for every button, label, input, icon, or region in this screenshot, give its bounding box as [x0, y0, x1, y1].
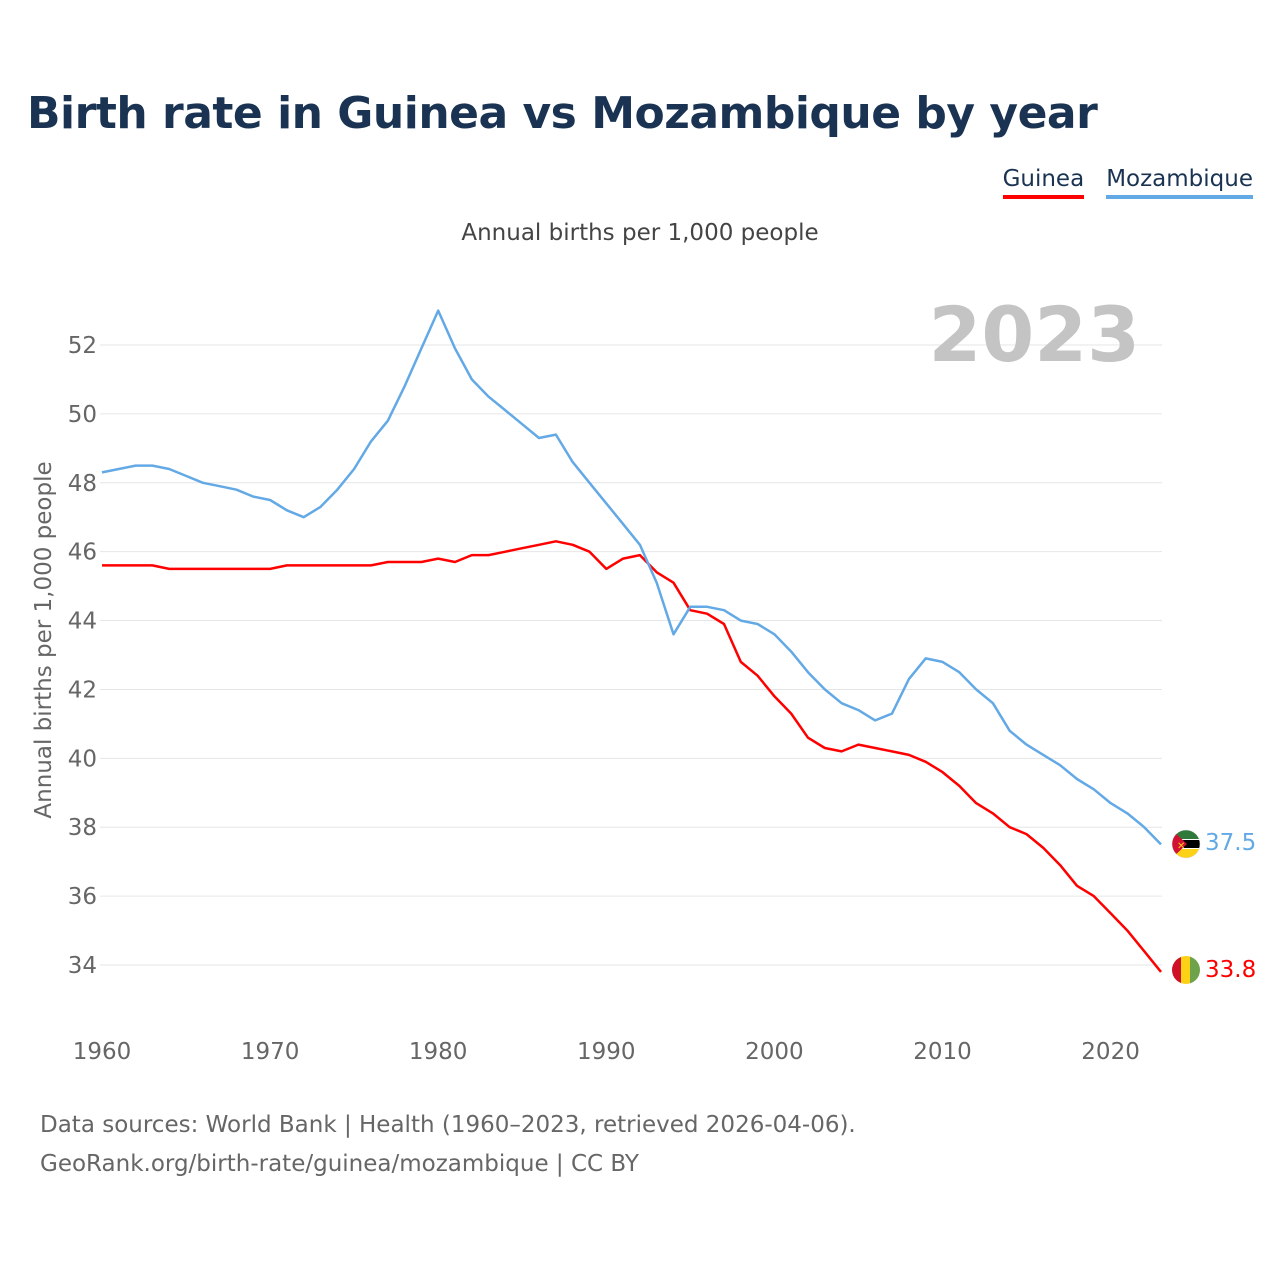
y-tick-label: 46	[68, 540, 97, 566]
y-tick-label: 38	[68, 815, 97, 841]
x-tick-label: 1990	[577, 1039, 636, 1065]
y-tick-label: 36	[68, 884, 97, 910]
mozambique-flag-icon: ✕	[1171, 829, 1201, 859]
year-stamp: 2023	[928, 290, 1140, 379]
y-tick-label: 42	[68, 677, 97, 703]
chart-subtitle: Annual births per 1,000 people	[461, 220, 818, 246]
y-tick-label: 34	[68, 953, 97, 979]
chart-title: Birth rate in Guinea vs Mozambique by ye…	[27, 88, 1098, 139]
x-tick-label: 1970	[241, 1039, 300, 1065]
series-line-mozambique	[101, 309, 1162, 846]
x-tick-label: 1960	[73, 1039, 132, 1065]
y-tick-label: 40	[68, 746, 97, 772]
end-label-mozambique: 37.5	[1205, 830, 1256, 856]
y-axis-label: Annual births per 1,000 people	[31, 461, 57, 818]
legend-item-mozambique[interactable]: Mozambique	[1106, 165, 1253, 199]
gridlines	[100, 344, 1162, 966]
y-tick-label: 48	[68, 471, 97, 497]
y-tick-label: 50	[68, 402, 97, 428]
end-label-guinea: 33.8	[1205, 957, 1256, 983]
legend-item-guinea[interactable]: Guinea	[1002, 165, 1085, 199]
x-axis-ticks: 1960 1970 1980 1990 2000 2010 2020	[73, 1039, 1140, 1065]
y-tick-label: 44	[68, 609, 97, 635]
footer-source: Data sources: World Bank | Health (1960–…	[40, 1112, 856, 1138]
footer: Data sources: World Bank | Health (1960–…	[40, 1106, 856, 1184]
footer-link[interactable]: GeoRank.org/birth-rate/guinea/mozambique…	[40, 1151, 639, 1177]
series-line-guinea	[102, 540, 1162, 973]
x-tick-label: 1980	[409, 1039, 468, 1065]
y-tick-label: 52	[68, 333, 97, 359]
legend: Guinea Mozambique	[1002, 165, 1253, 199]
guinea-flag-icon	[1172, 956, 1200, 984]
x-tick-label: 2020	[1081, 1039, 1140, 1065]
x-tick-label: 2010	[913, 1039, 972, 1065]
svg-text:✕: ✕	[1177, 841, 1185, 852]
x-tick-label: 2000	[745, 1039, 804, 1065]
y-axis-ticks: 34 36 38 40 42 44 46 48 50 52	[68, 333, 97, 979]
